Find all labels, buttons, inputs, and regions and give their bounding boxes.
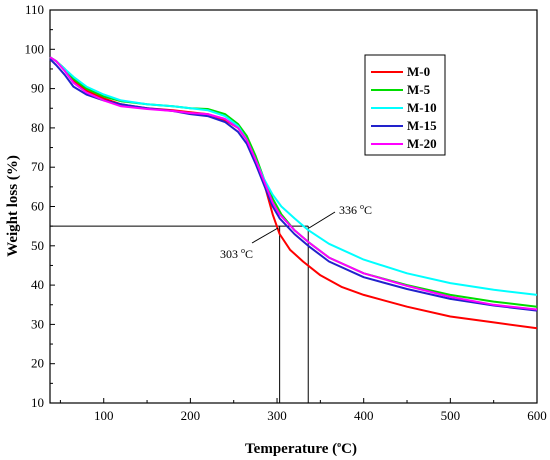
annotation-arrow-336	[308, 211, 336, 229]
legend: M-0 M-5 M-10 M-15 M-20	[364, 54, 446, 156]
x-tick-label: 300	[267, 408, 287, 423]
legend-label-m-0: M-0	[407, 64, 430, 79]
legend-label-m-10: M-10	[407, 100, 437, 115]
annotation-336: 336 oC	[339, 202, 372, 217]
x-tick-label: 200	[181, 408, 201, 423]
y-tick-label: 40	[31, 277, 44, 292]
x-tick-label: 500	[441, 408, 461, 423]
y-axis-ticks: 10 20 30 40 50 60 70 80 90 100 110	[25, 2, 55, 410]
reference-lines	[50, 225, 309, 403]
y-axis-title: Weight loss (%)	[5, 155, 21, 257]
series-line-m-0	[49, 56, 538, 330]
x-tick-label: 400	[354, 408, 374, 423]
annotation-arrow-303	[251, 227, 279, 244]
y-tick-label: 30	[31, 316, 44, 331]
y-tick-label: 100	[25, 41, 45, 56]
annotations: 303 oC 336 oC	[220, 202, 372, 261]
y-tick-label: 10	[31, 395, 44, 410]
series-line-m-20	[49, 56, 538, 311]
legend-label-m-20: M-20	[407, 136, 437, 151]
x-tick-label: 600	[527, 408, 547, 423]
plot-border	[49, 9, 538, 404]
y-tick-label: 70	[31, 159, 44, 174]
y-tick-label: 80	[31, 120, 44, 135]
y-tick-label: 60	[31, 199, 44, 214]
series-layer	[49, 56, 538, 330]
y-tick-label: 20	[31, 356, 44, 371]
y-tick-label: 50	[31, 238, 44, 253]
plot-frame	[49, 9, 538, 404]
legend-label-m-5: M-5	[407, 82, 431, 97]
series-line-m-10	[49, 56, 538, 296]
y-tick-label: 110	[25, 2, 44, 17]
y-tick-label: 90	[31, 81, 44, 96]
x-tick-label: 100	[94, 408, 114, 423]
series-line-m-5	[49, 56, 538, 308]
x-axis-ticks: 100 200 300 400 500 600	[59, 398, 547, 423]
series-line-m-15	[49, 58, 538, 312]
annotation-303: 303 oC	[220, 246, 253, 261]
legend-label-m-15: M-15	[407, 118, 437, 133]
x-axis-title: Temperature (oC)	[245, 440, 357, 457]
